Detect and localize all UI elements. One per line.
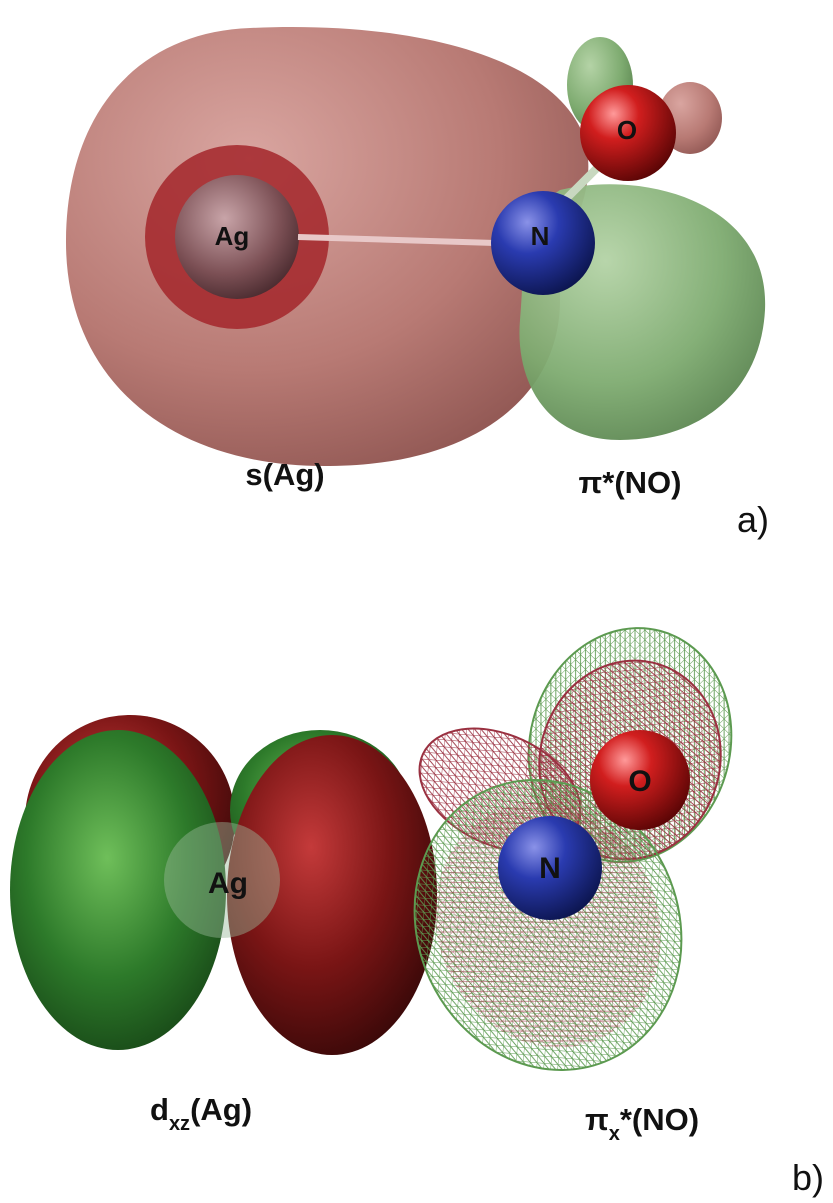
atom-label: Ag [208, 867, 248, 900]
caption-rest: (Ag) [190, 1092, 252, 1127]
caption-sub: xz [169, 1113, 190, 1135]
atom-label: N [539, 852, 561, 885]
caption-sub: x [609, 1123, 620, 1145]
caption-main: d [150, 1092, 169, 1127]
panel-a: Ag N O s(Ag) π*(NO) a) [66, 27, 769, 540]
caption: s(Ag) [245, 457, 324, 492]
panel-b: Ag N O dxz(Ag) πx*(NO) b) [10, 605, 824, 1198]
atom-label: N [531, 221, 550, 251]
caption-main: π [585, 1102, 609, 1137]
caption: π*(NO) [579, 465, 682, 500]
panel-tag: a) [737, 499, 769, 540]
caption-rest: *(NO) [620, 1102, 699, 1137]
atom-label: Ag [215, 221, 250, 251]
atom-label: O [617, 115, 637, 145]
figure: Ag N O s(Ag) π*(NO) a) Ag N O dxz(Ag) πx… [0, 0, 833, 1203]
caption: πx*(NO) [585, 1102, 699, 1145]
panel-tag: b) [792, 1157, 824, 1198]
caption: dxz(Ag) [150, 1092, 252, 1135]
atom-label: O [628, 765, 651, 798]
